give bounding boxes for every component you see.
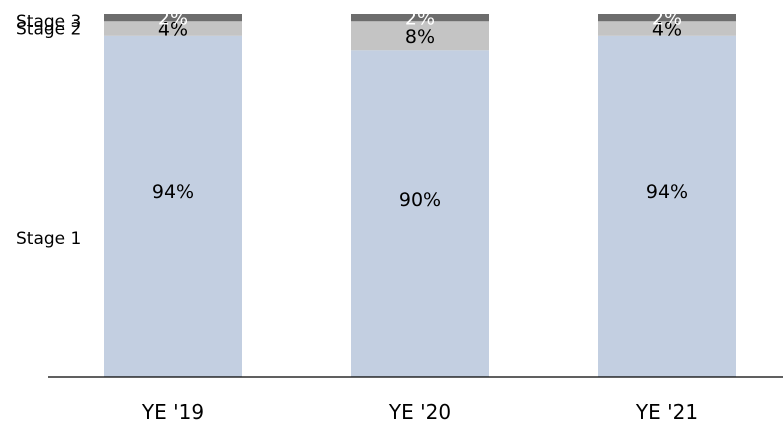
data-label-stage-3-ye-20: 2% xyxy=(405,8,435,30)
bar-segment-stage-1-ye-21 xyxy=(598,35,736,377)
data-label-stage-3-ye-21: 2% xyxy=(652,8,682,30)
legend-label-stage-1: Stage 1 xyxy=(16,229,81,249)
x-axis-tick-labels: YE '19 YE '20 YE '21 xyxy=(141,400,698,424)
bar-segment-stage-2-ye-19 xyxy=(104,21,242,36)
data-label-stage-3-ye-19: 2% xyxy=(158,8,188,30)
bar-segment-stage-2-ye-20 xyxy=(351,21,489,51)
x-tick-label-ye-19: YE '19 xyxy=(141,400,204,424)
data-label-stage-1-ye-21: 94% xyxy=(646,181,688,203)
x-tick-label-ye-21: YE '21 xyxy=(635,400,698,424)
legend-label-stage-2: Stage 2 xyxy=(16,20,81,40)
legend-label-stage-3: Stage 3 xyxy=(16,12,81,32)
data-label-stage-1-ye-19: 94% xyxy=(152,181,194,203)
bar-segment-stage-1-ye-20 xyxy=(351,50,489,378)
data-labels-group: 94%4%2%90%8%2%94%4%2% xyxy=(152,8,688,211)
data-label-stage-2-ye-19: 4% xyxy=(158,19,188,41)
data-label-stage-2-ye-20: 8% xyxy=(405,26,435,48)
bars-group xyxy=(104,14,736,378)
data-label-stage-1-ye-20: 90% xyxy=(399,189,441,211)
bar-segment-stage-3-ye-20 xyxy=(351,14,489,22)
x-tick-label-ye-20: YE '20 xyxy=(388,400,451,424)
bar-segment-stage-2-ye-21 xyxy=(598,21,736,36)
bar-segment-stage-3-ye-19 xyxy=(104,14,242,22)
bar-segment-stage-3-ye-21 xyxy=(598,14,736,22)
data-label-stage-2-ye-21: 4% xyxy=(652,19,682,41)
bar-segment-stage-1-ye-19 xyxy=(104,35,242,377)
